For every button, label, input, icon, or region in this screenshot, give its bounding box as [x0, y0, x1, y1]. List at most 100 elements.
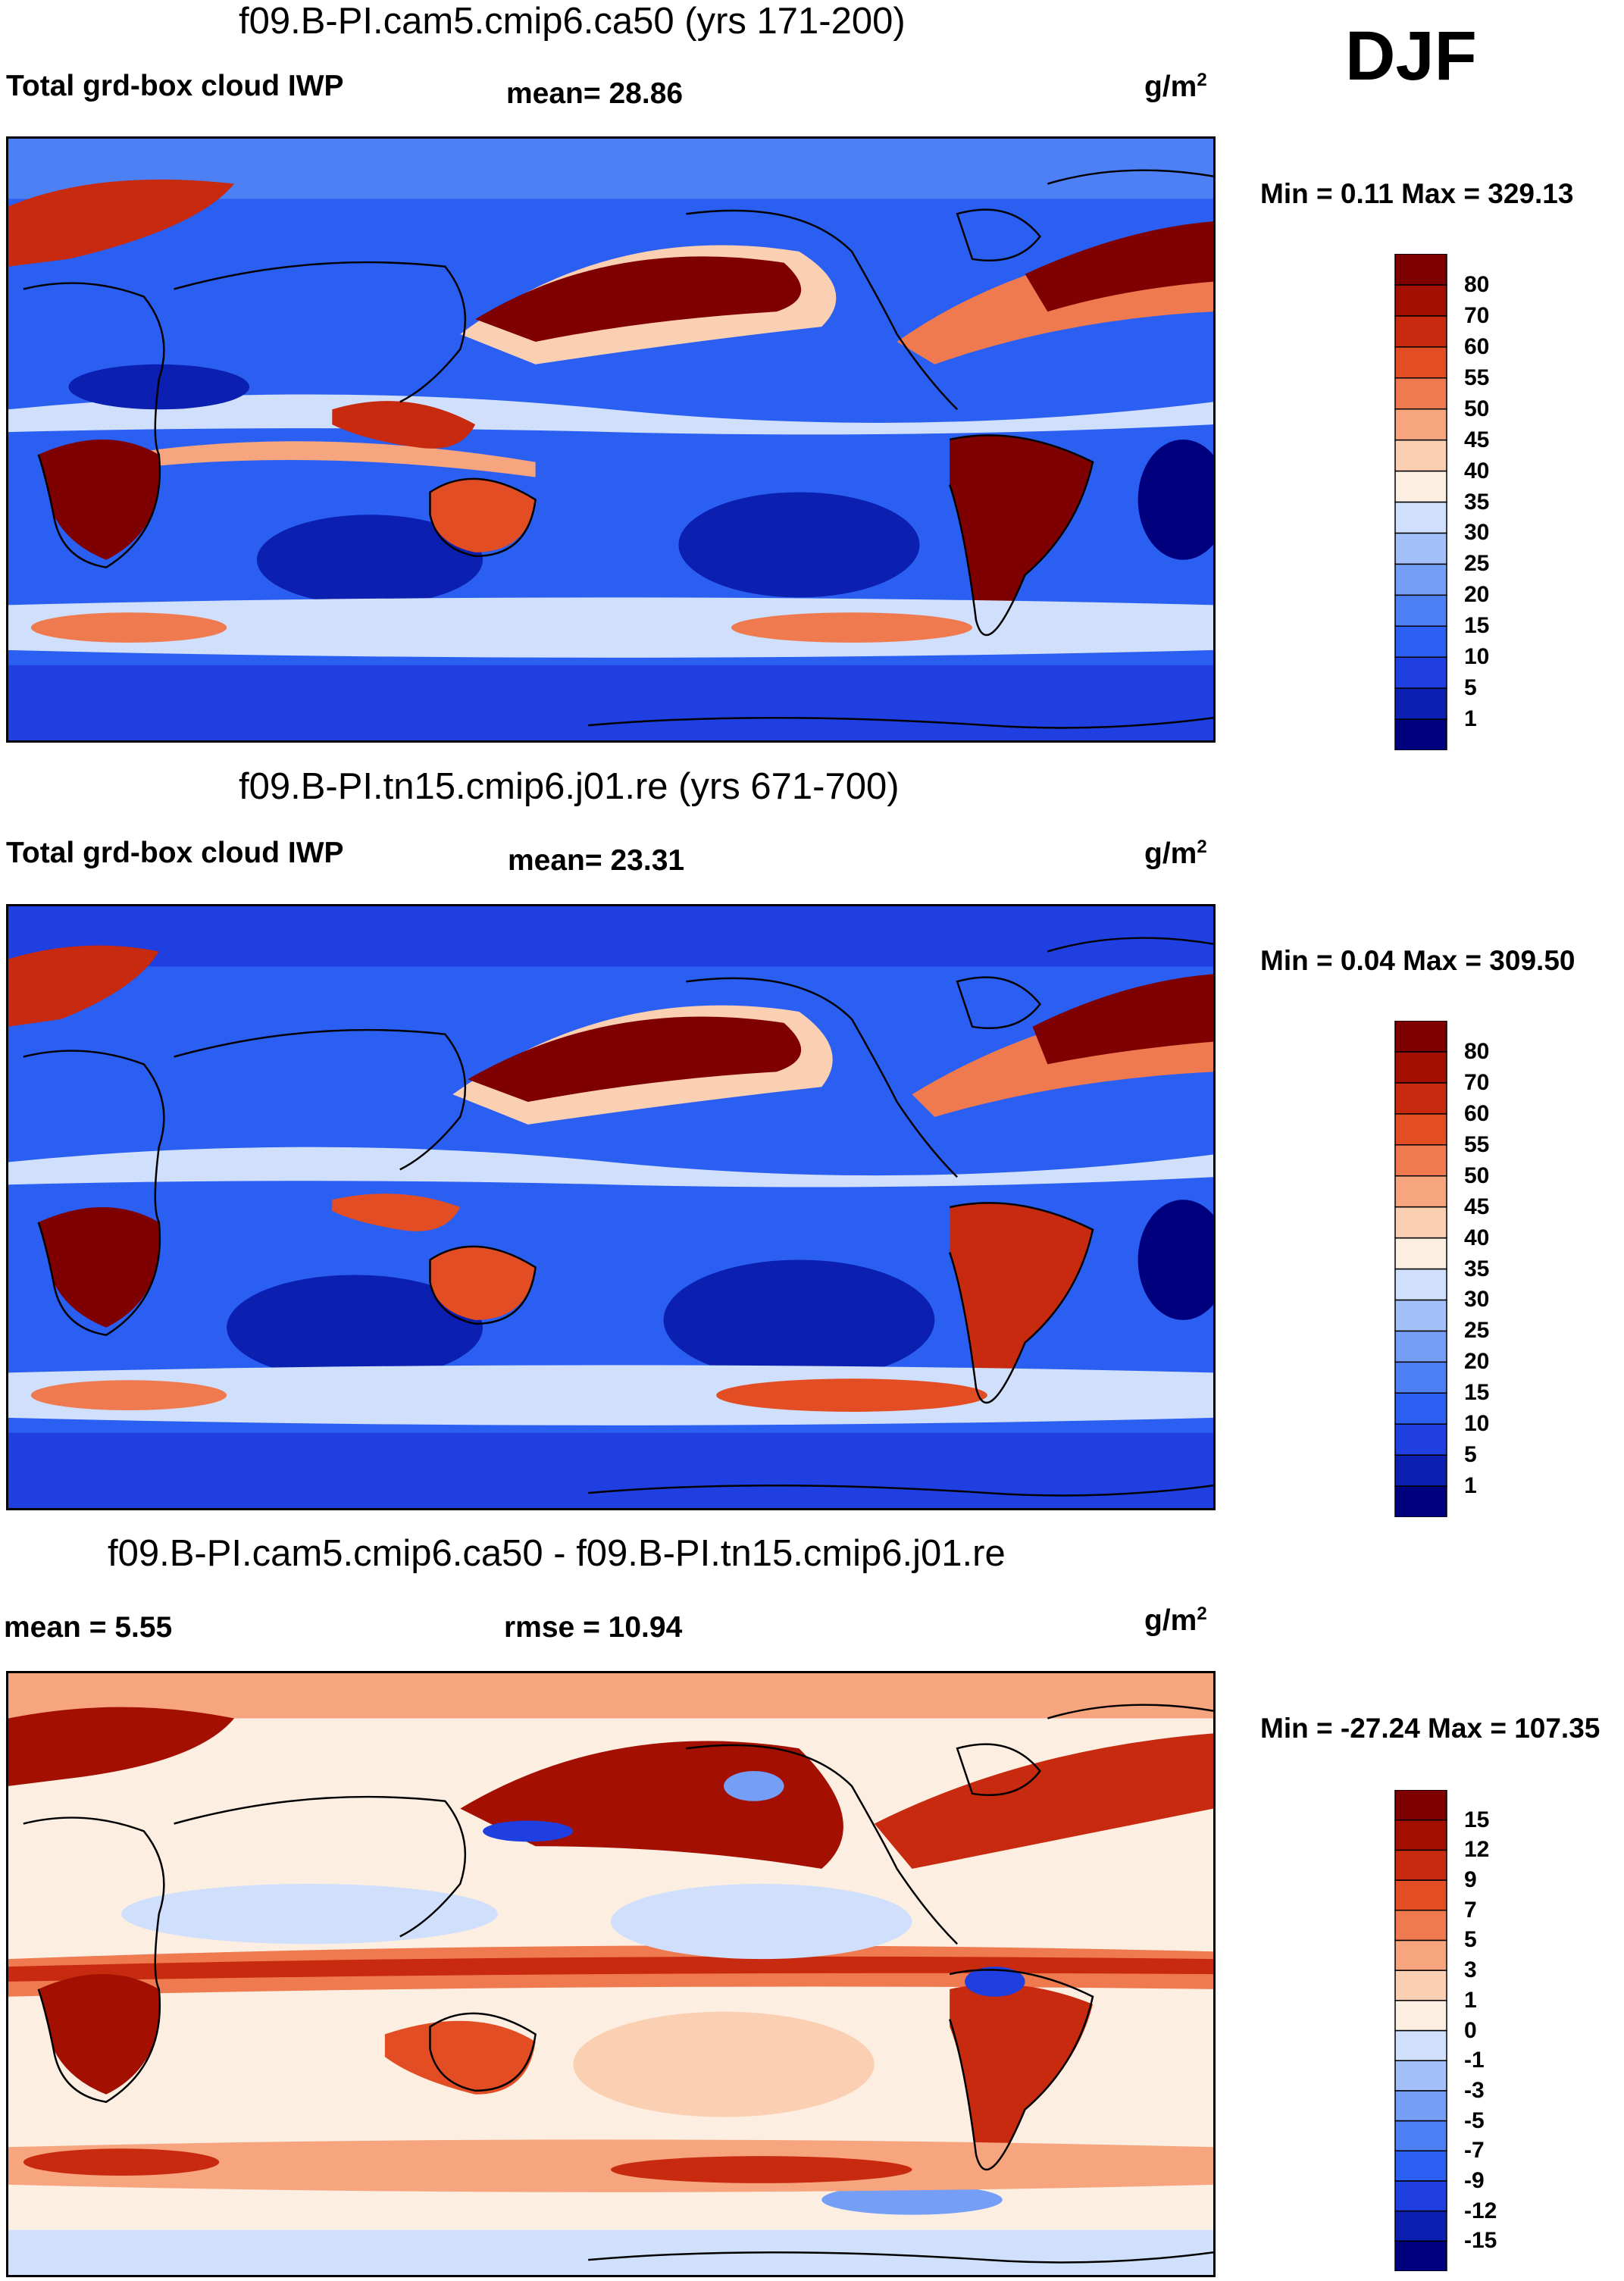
colorbar-swatch: [1394, 656, 1447, 689]
colorbar-tick-label: 55: [1464, 365, 1490, 390]
colorbar-tick-label: 40: [1464, 1225, 1490, 1250]
colorbar-swatch: [1394, 687, 1447, 720]
panel-2-units: g/m2: [1144, 837, 1207, 870]
panel-2-minmax: Min = 0.04 Max = 309.50: [1260, 945, 1575, 976]
colorbar-tick-label: 0: [1464, 2017, 1477, 2043]
panel-2-colorbar: 1 5 10 15 20 25 30 35 40 45 50 55 60 70 80: [1394, 1021, 1489, 1517]
colorbar-swatch: [1394, 2150, 1447, 2182]
colorbar-swatch: [1394, 408, 1447, 441]
panel-1-colorbar-swatches: [1394, 254, 1447, 750]
panel-3-colorbar-swatches: [1394, 1790, 1447, 2271]
colorbar-swatch: [1394, 1144, 1447, 1177]
panel-1-colorbar: 1 5 10 15 20 25 30 35 40 45 50 55 60 70 80: [1394, 254, 1489, 750]
season-label: DJF: [1345, 17, 1477, 95]
colorbar-tick-label: 35: [1464, 1256, 1490, 1281]
colorbar-swatch: [1394, 1819, 1447, 1851]
colorbar-tick-label: 15: [1464, 1807, 1490, 1832]
colorbar-tick-label: 12: [1464, 1837, 1490, 1863]
colorbar-tick-label: 55: [1464, 1131, 1490, 1157]
colorbar-swatch: [1394, 1175, 1447, 1208]
colorbar-swatch: [1394, 2090, 1447, 2122]
panel-3-minmax: Min = -27.24 Max = 107.35: [1260, 1713, 1601, 1744]
colorbar-swatch: [1394, 563, 1447, 596]
colorbar-swatch: [1394, 1268, 1447, 1301]
colorbar-swatch: [1394, 1206, 1447, 1239]
colorbar-tick-label: 80: [1464, 271, 1490, 297]
colorbar-swatch: [1394, 1910, 1447, 1942]
colorbar-swatch: [1394, 1423, 1447, 1456]
colorbar-tick-label: 20: [1464, 1349, 1490, 1375]
colorbar-tick-label: 60: [1464, 333, 1490, 359]
panel-2-map-svg: [8, 906, 1213, 1508]
colorbar-swatch: [1394, 532, 1447, 565]
panel-3-units: g/m2: [1144, 1604, 1207, 1637]
panel-3-map-svg: [8, 1673, 1213, 2275]
colorbar-swatch: [1394, 1113, 1447, 1146]
colorbar-tick-label: 1: [1464, 1473, 1477, 1499]
colorbar-tick-label: 80: [1464, 1038, 1490, 1064]
colorbar-tick-label: 5: [1464, 1927, 1477, 1953]
colorbar-tick-label: 1: [1464, 706, 1477, 732]
panel-1-variable-label: Total grd-box cloud IWP: [6, 70, 344, 102]
panel-1-minmax: Min = 0.11 Max = 329.13: [1260, 178, 1574, 209]
colorbar-tick-label: 7: [1464, 1897, 1477, 1923]
panel-2-variable-label: Total grd-box cloud IWP: [6, 837, 344, 869]
panel-2-title: f09.B-PI.tn15.cmip6.j01.re (yrs 671-700): [239, 766, 900, 807]
colorbar-tick-label: 10: [1464, 644, 1490, 670]
colorbar-tick-label: 25: [1464, 1318, 1490, 1344]
colorbar-swatch: [1394, 1082, 1447, 1115]
panel-3-map: [6, 1671, 1216, 2277]
colorbar-swatch: [1394, 1392, 1447, 1425]
colorbar-tick-label: 60: [1464, 1100, 1490, 1126]
colorbar-swatch: [1394, 625, 1447, 658]
colorbar-tick-label: 45: [1464, 427, 1490, 452]
colorbar-tick-label: 35: [1464, 489, 1490, 515]
panel-1-mean-label: mean= 28.86: [506, 77, 684, 110]
colorbar-swatch: [1394, 1879, 1447, 1911]
colorbar-swatch: [1394, 284, 1447, 317]
colorbar-swatch: [1394, 377, 1447, 410]
colorbar-tick-label: 9: [1464, 1867, 1477, 1893]
panel-1-title: f09.B-PI.cam5.cmip6.ca50 (yrs 171-200): [239, 1, 906, 42]
colorbar-swatch: [1394, 315, 1447, 348]
colorbar-swatch: [1394, 1237, 1447, 1270]
panel-1-colorbar-labels: 1 5 10 15 20 25 30 35 40 45 50 55 60 70 80: [1464, 254, 1525, 750]
colorbar-swatch: [1394, 2029, 1447, 2061]
colorbar-tick-label: 15: [1464, 613, 1490, 639]
colorbar-tick-label: 5: [1464, 1442, 1477, 1468]
colorbar-swatch: [1394, 1849, 1447, 1881]
colorbar-tick-label: 1: [1464, 1987, 1477, 2013]
colorbar-tick-label: 5: [1464, 675, 1477, 701]
panel-1-map: [6, 136, 1216, 743]
colorbar-tick-label: 70: [1464, 1069, 1490, 1095]
colorbar-tick-label: -15: [1464, 2228, 1497, 2254]
colorbar-swatch: [1394, 2180, 1447, 2212]
panel-1-units: g/m2: [1144, 70, 1207, 103]
panel-3-colorbar: -15 -12 -9 -7 -5 -3 -1 0 1 3 5 7 9 12 15: [1394, 1790, 1497, 2271]
colorbar-tick-label: 20: [1464, 582, 1490, 608]
colorbar-swatch: [1394, 1790, 1447, 1821]
colorbar-tick-label: 3: [1464, 1957, 1477, 1983]
colorbar-swatch: [1394, 470, 1447, 503]
colorbar-swatch: [1394, 501, 1447, 534]
colorbar-swatch: [1394, 2120, 1447, 2151]
colorbar-swatch: [1394, 254, 1447, 286]
colorbar-tick-label: -7: [1464, 2138, 1485, 2164]
colorbar-swatch: [1394, 346, 1447, 379]
colorbar-swatch: [1394, 2060, 1447, 2092]
colorbar-tick-label: -5: [1464, 2107, 1485, 2133]
colorbar-tick-label: 10: [1464, 1411, 1490, 1437]
colorbar-swatch: [1394, 2240, 1447, 2271]
colorbar-tick-label: 30: [1464, 520, 1490, 546]
panel-2-mean-label: mean= 23.31: [508, 844, 685, 877]
panel-3-title: f09.B-PI.cam5.cmip6.ca50 - f09.B-PI.tn15…: [108, 1533, 1006, 1574]
colorbar-tick-label: -12: [1464, 2198, 1497, 2223]
colorbar-swatch: [1394, 1939, 1447, 1971]
colorbar-swatch: [1394, 1051, 1447, 1084]
colorbar-tick-label: 30: [1464, 1287, 1490, 1313]
colorbar-tick-label: -3: [1464, 2077, 1485, 2103]
colorbar-tick-label: -9: [1464, 2167, 1485, 2193]
panel-2-colorbar-labels: 1 5 10 15 20 25 30 35 40 45 50 55 60 70 80: [1464, 1021, 1525, 1517]
colorbar-swatch: [1394, 1361, 1447, 1394]
colorbar-swatch: [1394, 2210, 1447, 2242]
